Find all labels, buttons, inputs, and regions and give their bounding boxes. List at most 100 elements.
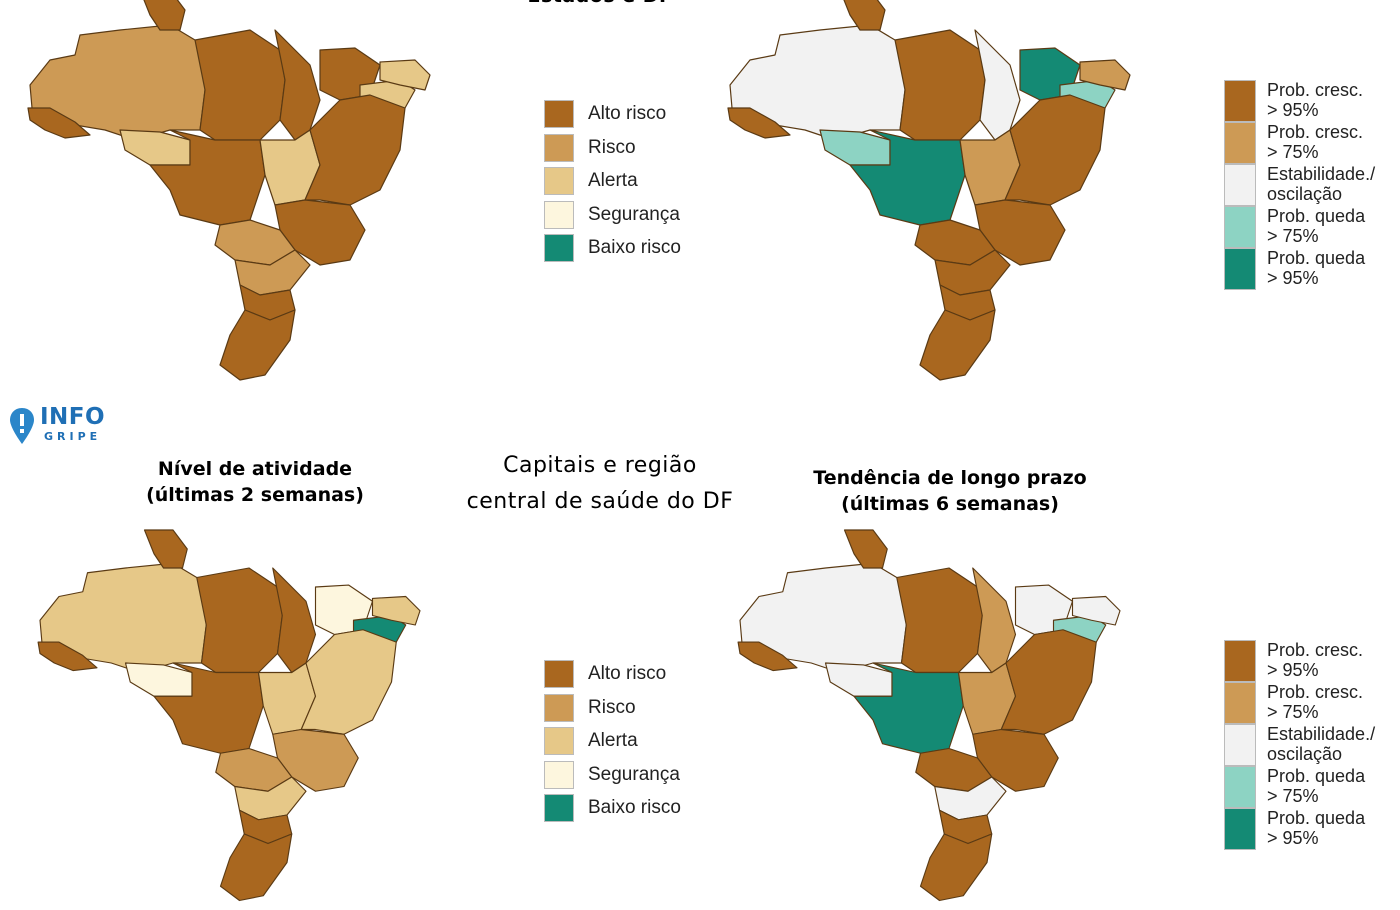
trend-legend-label-line1: Estabilidade./ <box>1267 164 1376 184</box>
map-region-east-coast <box>304 94 406 206</box>
trend-legend-label: Prob. cresc. > 95% <box>1267 80 1363 120</box>
legend-item: Alto risco <box>544 100 666 128</box>
legend-item: Segurança <box>544 200 680 229</box>
legend-item: Alto risco <box>544 660 666 688</box>
map-bottom-activity <box>37 529 421 902</box>
trend-legend-label: Prob. queda > 75% <box>1267 766 1365 806</box>
map-region-south-c <box>919 309 996 381</box>
trend-legend-item: Estabilidade./oscilação <box>1224 164 1400 206</box>
legend-swatch <box>544 794 574 822</box>
map-region-center-mid <box>153 662 264 754</box>
trend-legend-item: Prob. queda > 75% <box>1224 766 1400 808</box>
map-region-north-east-coast <box>379 59 431 91</box>
trend-legend-label-line2: oscilação <box>1267 744 1343 764</box>
trend-legend-item: Prob. cresc. > 95% <box>1224 640 1400 682</box>
map-region-north-east-coast <box>1071 595 1121 626</box>
trend-legend-swatch <box>1224 808 1256 850</box>
map-top-trend <box>727 0 1131 381</box>
legend-swatch <box>544 200 574 229</box>
map-region-south-c <box>219 309 296 381</box>
trend-legend-label-line2: > 75% <box>1267 142 1319 162</box>
legend-swatch <box>544 693 574 722</box>
trend-legend-label-line1: Prob. cresc. <box>1267 122 1364 142</box>
map-region-south-c <box>919 833 993 902</box>
trend-legend-item: Prob. cresc. > 95% <box>1224 80 1400 122</box>
trend-legend-label-line2: > 95% <box>1267 828 1319 848</box>
trend-legend-swatch <box>1224 122 1256 164</box>
legend-label: Baixo risco <box>588 797 681 818</box>
map-region-east-coast <box>1004 94 1106 206</box>
legend-label: Segurança <box>588 203 680 225</box>
bottom-left-title-line2: (últimas 2 semanas) <box>146 484 364 506</box>
trend-legend-label: Prob. cresc. > 95% <box>1267 640 1363 680</box>
map-region-north-top <box>843 529 888 569</box>
trend-legend-item: Prob. queda > 95% <box>1224 248 1400 290</box>
legend-label: Alerta <box>588 730 638 751</box>
trend-legend-label: Prob. queda > 95% <box>1267 808 1365 848</box>
trend-legend-label-line1: Estabilidade./ <box>1267 724 1376 744</box>
trend-legend-swatch <box>1224 248 1256 290</box>
legend-label: Alto risco <box>588 663 667 684</box>
map-region-north-top <box>143 0 186 31</box>
map-region-north-west-tail <box>727 107 791 139</box>
trend-legend-swatch <box>1224 640 1256 682</box>
legend-swatch <box>544 727 574 755</box>
trend-legend-label-line2: > 95% <box>1267 268 1319 288</box>
trend-legend-label-line1: Prob. cresc. <box>1267 640 1364 660</box>
legend-label: Alerta <box>588 170 638 191</box>
logo-sub-text: GRIPE <box>44 430 102 443</box>
map-region-north-center <box>196 567 283 674</box>
trend-legend-label-line1: Prob. queda <box>1267 808 1366 828</box>
legend-label: Alto risco <box>588 103 667 124</box>
bottom-left-title: Nível de atividade (últimas 2 semanas) <box>130 456 380 508</box>
map-region-east-coast <box>300 629 397 735</box>
map-region-north-top <box>843 0 886 31</box>
trend-legend-swatch <box>1224 724 1256 766</box>
legend-top-trend: Prob. cresc. > 95% Prob. cresc. > 75% Estabi… <box>1224 80 1400 300</box>
trend-legend-label: Prob. cresc. > 75% <box>1267 682 1363 722</box>
trend-legend-label: Estabilidade./oscilação <box>1267 724 1375 764</box>
map-region-north-top <box>143 529 188 569</box>
map-region-north-center <box>896 567 983 674</box>
map-top-activity <box>27 0 431 381</box>
trend-legend-item: Prob. queda > 95% <box>1224 808 1400 850</box>
trend-legend-swatch <box>1224 80 1256 122</box>
bottom-center-title-line2: central de saúde do DF <box>466 489 734 514</box>
infogripe-logo: INFO GRIPE <box>8 404 118 448</box>
trend-legend-label-line2: > 75% <box>1267 702 1319 722</box>
bottom-right-title: Tendência de longo prazo (últimas 6 sema… <box>790 465 1110 517</box>
trend-legend-item: Estabilidade./oscilação <box>1224 724 1400 766</box>
legend-item: Alerta <box>544 167 638 195</box>
trend-legend-swatch <box>1224 206 1256 248</box>
map-bottom-trend <box>737 529 1121 902</box>
trend-legend-item: Prob. cresc. > 75% <box>1224 682 1400 724</box>
bottom-right-title-line1: Tendência de longo prazo <box>813 467 1087 489</box>
legend-item: Segurança <box>544 760 680 789</box>
bottom-right-title-line2: (últimas 6 semanas) <box>841 493 1059 515</box>
legend-bottom-trend: Prob. cresc. > 95% Prob. cresc. > 75% Estabi… <box>1224 640 1400 860</box>
trend-legend-label: Prob. queda > 95% <box>1267 248 1365 288</box>
trend-legend-label-line1: Prob. queda <box>1267 766 1366 786</box>
map-region-south-c <box>219 833 293 902</box>
trend-legend-item: Prob. queda > 75% <box>1224 206 1400 248</box>
trend-legend-label-line1: Prob. queda <box>1267 206 1366 226</box>
top-center-title: Estados e DF <box>480 0 720 14</box>
trend-legend-swatch <box>1224 766 1256 808</box>
trend-legend-swatch <box>1224 682 1256 724</box>
trend-legend-label-line1: Prob. cresc. <box>1267 80 1364 100</box>
map-region-north-west-tail <box>27 107 91 139</box>
trend-legend-item: Prob. cresc. > 75% <box>1224 122 1400 164</box>
legend-swatch <box>544 100 574 128</box>
bottom-center-title: Capitais e região central de saúde do DF <box>440 448 760 520</box>
trend-legend-label-line2: > 95% <box>1267 100 1319 120</box>
legend-swatch <box>544 133 574 162</box>
legend-bottom-activity: Alto risco Risco Alerta Segurança Baixo risc… <box>544 660 744 830</box>
trend-legend-label-line1: Prob. cresc. <box>1267 682 1364 702</box>
trend-legend-label: Estabilidade./oscilação <box>1267 164 1375 204</box>
legend-item: Alerta <box>544 727 638 755</box>
map-region-north-west-tail <box>737 641 798 672</box>
bottom-left-title-line1: Nível de atividade <box>157 458 353 480</box>
trend-legend-label-line2: oscilação <box>1267 184 1343 204</box>
legend-item: Risco <box>544 693 636 722</box>
legend-label: Segurança <box>588 763 680 785</box>
